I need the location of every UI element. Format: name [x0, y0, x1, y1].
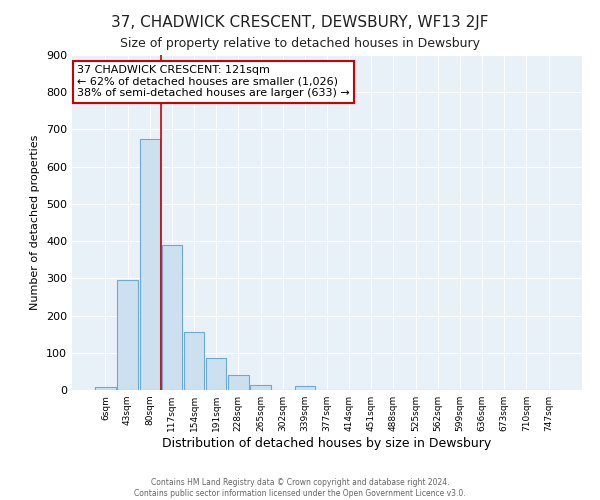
Bar: [295, 386, 315, 390]
Bar: [206, 358, 226, 390]
Bar: [140, 138, 160, 390]
Text: Contains HM Land Registry data © Crown copyright and database right 2024.
Contai: Contains HM Land Registry data © Crown c…: [134, 478, 466, 498]
Bar: [118, 280, 138, 390]
Text: Size of property relative to detached houses in Dewsbury: Size of property relative to detached ho…: [120, 38, 480, 51]
Text: 37, CHADWICK CRESCENT, DEWSBURY, WF13 2JF: 37, CHADWICK CRESCENT, DEWSBURY, WF13 2J…: [111, 15, 489, 30]
Bar: [228, 375, 248, 390]
Bar: [250, 385, 271, 390]
Bar: [161, 245, 182, 390]
Y-axis label: Number of detached properties: Number of detached properties: [31, 135, 40, 310]
Bar: [95, 387, 116, 390]
X-axis label: Distribution of detached houses by size in Dewsbury: Distribution of detached houses by size …: [163, 437, 491, 450]
Bar: [184, 332, 204, 390]
Text: 37 CHADWICK CRESCENT: 121sqm
← 62% of detached houses are smaller (1,026)
38% of: 37 CHADWICK CRESCENT: 121sqm ← 62% of de…: [77, 65, 350, 98]
